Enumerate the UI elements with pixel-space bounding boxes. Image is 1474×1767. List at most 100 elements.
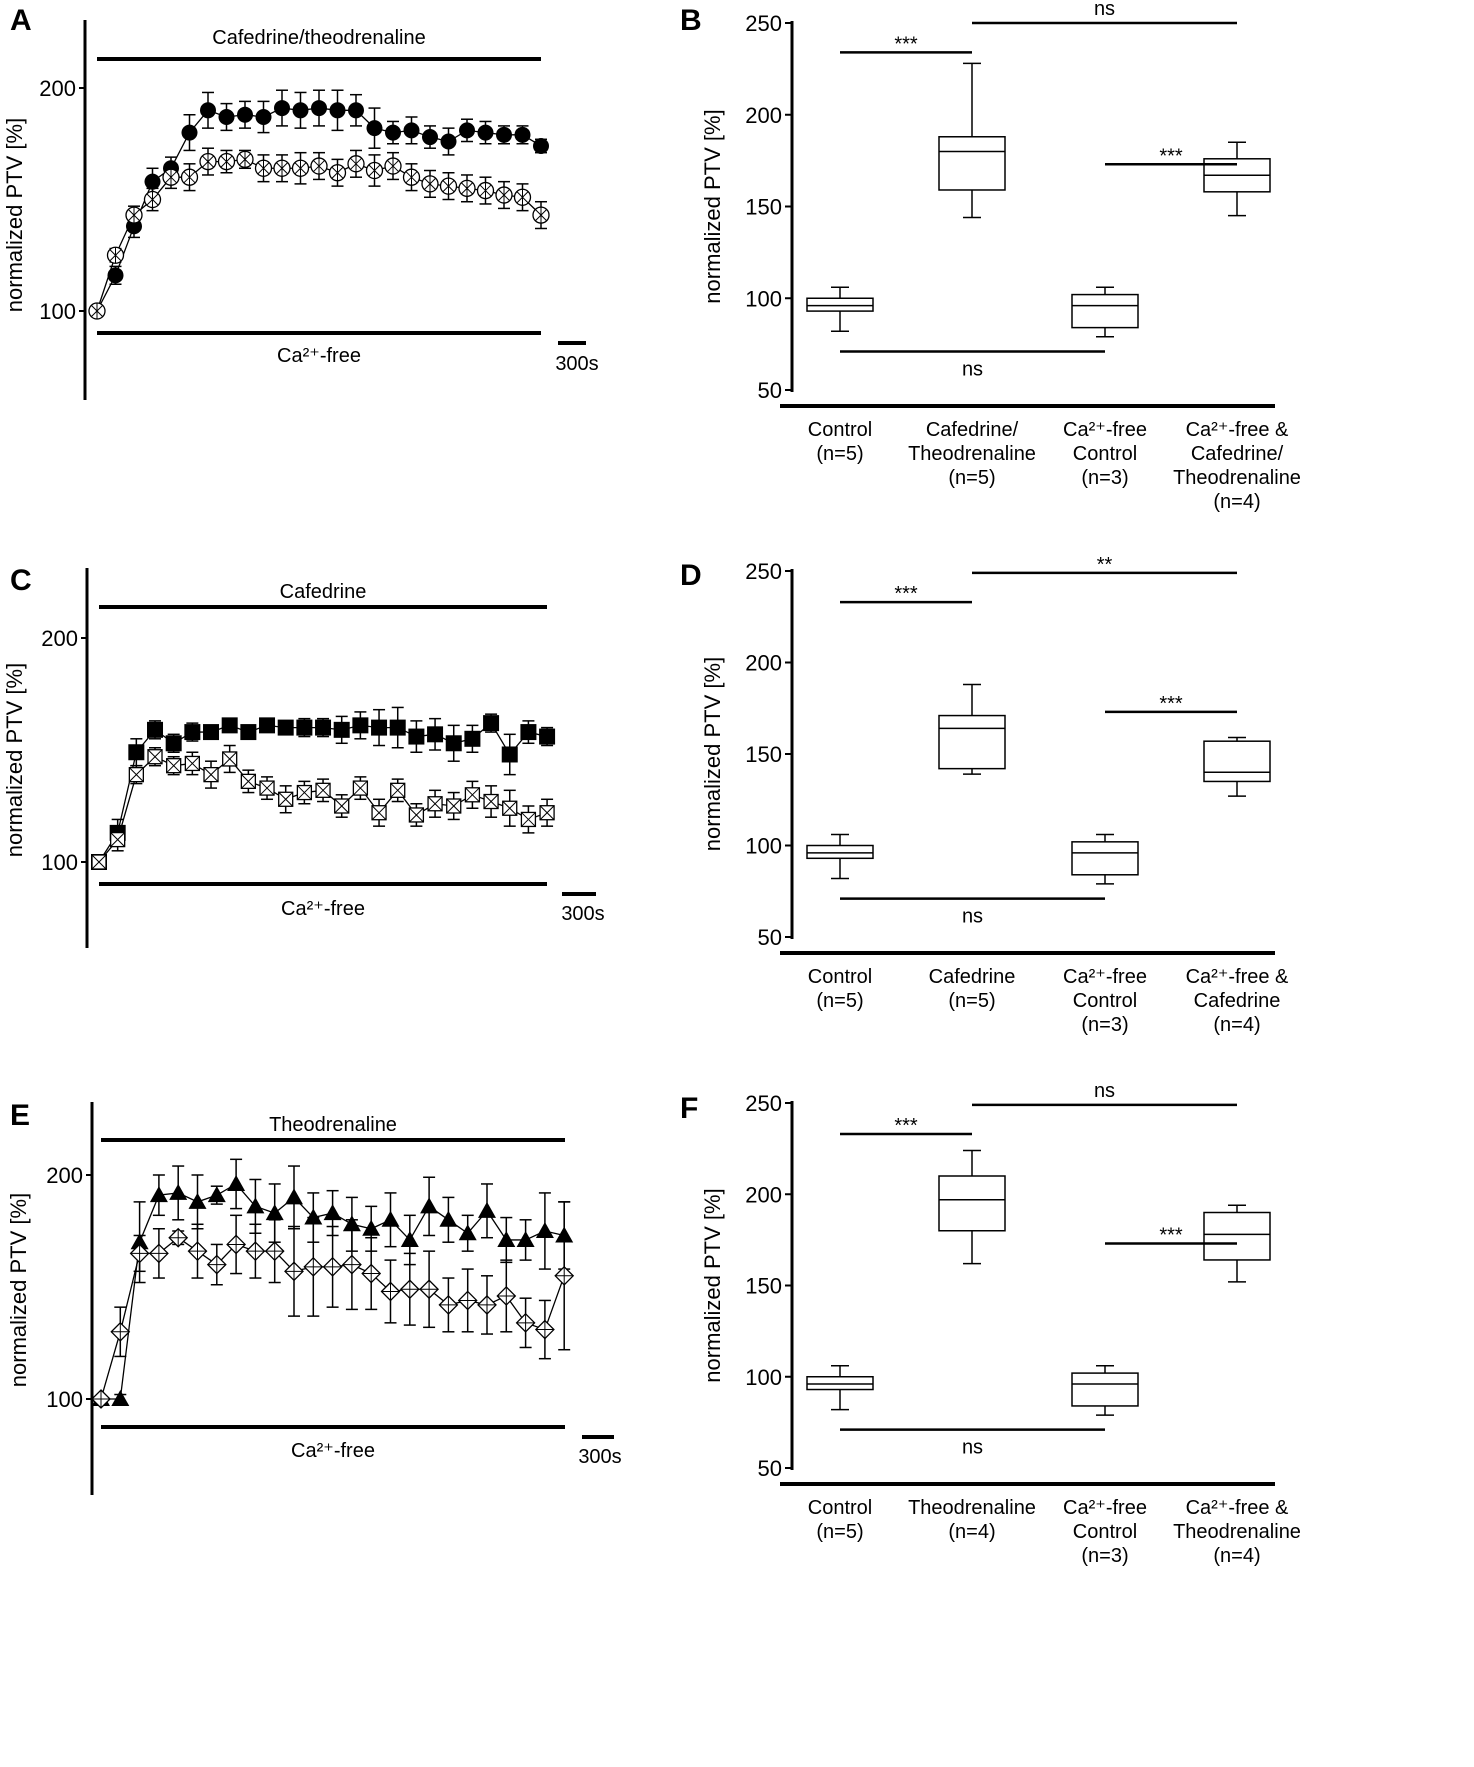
data-point [315, 719, 332, 736]
y-tick-label: 50 [758, 1456, 782, 1481]
data-point [420, 1197, 439, 1214]
data-point [162, 168, 180, 186]
y-tick-label: 250 [745, 11, 782, 36]
marker-cross [334, 798, 350, 814]
data-point [419, 1279, 440, 1300]
data-point [166, 758, 182, 774]
panel-letter: E [10, 1099, 30, 1132]
box [938, 136, 1006, 191]
marker-cross [147, 749, 163, 765]
data-point [464, 730, 481, 747]
category-label: Cafedrine/ [1191, 443, 1284, 465]
data-point [245, 1241, 266, 1262]
y-tick-label: 200 [745, 651, 782, 676]
y-axis-label: normalized PTV [%] [700, 1188, 725, 1382]
box [938, 1175, 1006, 1232]
category-label: Control [1073, 1521, 1137, 1543]
data-point [311, 100, 327, 117]
data-point [322, 1256, 343, 1277]
data-point [459, 122, 475, 139]
box [1203, 1211, 1271, 1261]
box-1 [806, 1365, 874, 1411]
category-label: Ca²⁺-free & [1186, 419, 1289, 441]
y-tick-label: 50 [758, 378, 782, 403]
data-point [206, 1254, 227, 1275]
category-label: (n=3) [1081, 1014, 1128, 1036]
data-point [371, 719, 388, 736]
data-point [285, 1188, 303, 1205]
data-point [347, 155, 365, 173]
y-tick-label: 50 [758, 925, 782, 950]
series-2 [88, 147, 550, 320]
marker-cross [203, 767, 219, 782]
data-point [91, 854, 107, 870]
category-label: Ca²⁺-free & [1186, 966, 1289, 988]
y-tick-label: 100 [745, 1365, 782, 1390]
data-point [384, 157, 402, 175]
data-point [427, 796, 443, 812]
data-point [446, 798, 462, 814]
data-point [147, 721, 164, 738]
data-point [221, 717, 238, 734]
category-label: (n=4) [948, 1521, 995, 1543]
category-label: Cafedrine [1194, 990, 1281, 1012]
significance-label: *** [1159, 693, 1183, 715]
data-point [365, 161, 384, 180]
category-label: (n=5) [816, 990, 863, 1012]
data-point [408, 807, 425, 823]
data-point [362, 1219, 381, 1236]
data-point [328, 164, 347, 182]
data-point [513, 188, 532, 206]
category-label: Ca²⁺-free [1063, 966, 1147, 988]
y-tick-label: 150 [745, 742, 782, 767]
series-1 [89, 89, 549, 319]
data-point [303, 1256, 324, 1277]
data-point [421, 175, 439, 193]
data-point [148, 1243, 169, 1264]
marker-cross [446, 798, 462, 814]
y-tick-label: 200 [46, 1163, 83, 1188]
data-point [381, 1210, 400, 1227]
ca-free-label: Ca²⁺-free [291, 1440, 375, 1462]
data-point [380, 1281, 401, 1302]
box [806, 1376, 874, 1391]
marker-cross [427, 796, 443, 812]
panel-letter: A [10, 4, 32, 37]
y-tick-label: 200 [745, 103, 782, 128]
category-label: (n=5) [948, 467, 995, 489]
box-2 [938, 683, 1006, 775]
category-label: (n=5) [816, 443, 863, 465]
series-line [96, 107, 542, 312]
data-point [323, 1204, 342, 1221]
category-label: Ca²⁺-free [1063, 1497, 1147, 1519]
y-tick-label: 100 [46, 1387, 83, 1412]
data-point [149, 1186, 168, 1203]
data-point [129, 1243, 150, 1264]
box [938, 714, 1006, 770]
significance-label: ns [962, 358, 983, 380]
significance-label: *** [894, 33, 918, 55]
marker-cross [110, 832, 126, 847]
data-point [458, 1224, 477, 1241]
data-point [143, 190, 162, 209]
marker-cross [353, 780, 368, 796]
marker-cross [409, 807, 424, 823]
data-point [390, 782, 406, 798]
data-point [296, 784, 313, 801]
y-tick-label: 150 [745, 195, 782, 220]
category-label: Theodrenaline [1173, 1521, 1301, 1543]
panel-E: E 100 200 normalized PTV [%] Theodrenaline Ca… [6, 1099, 622, 1495]
data-point [464, 787, 481, 803]
data-point [259, 717, 276, 734]
data-point [438, 1295, 459, 1315]
data-point [483, 793, 499, 810]
data-point [539, 728, 556, 745]
category-label: Ca²⁺-free & [1186, 1497, 1289, 1519]
data-point [254, 159, 273, 177]
data-point [554, 1265, 575, 1286]
data-point [278, 791, 294, 807]
data-point [273, 159, 291, 177]
box [1071, 1372, 1139, 1407]
data-point [329, 102, 346, 119]
box [806, 297, 874, 312]
